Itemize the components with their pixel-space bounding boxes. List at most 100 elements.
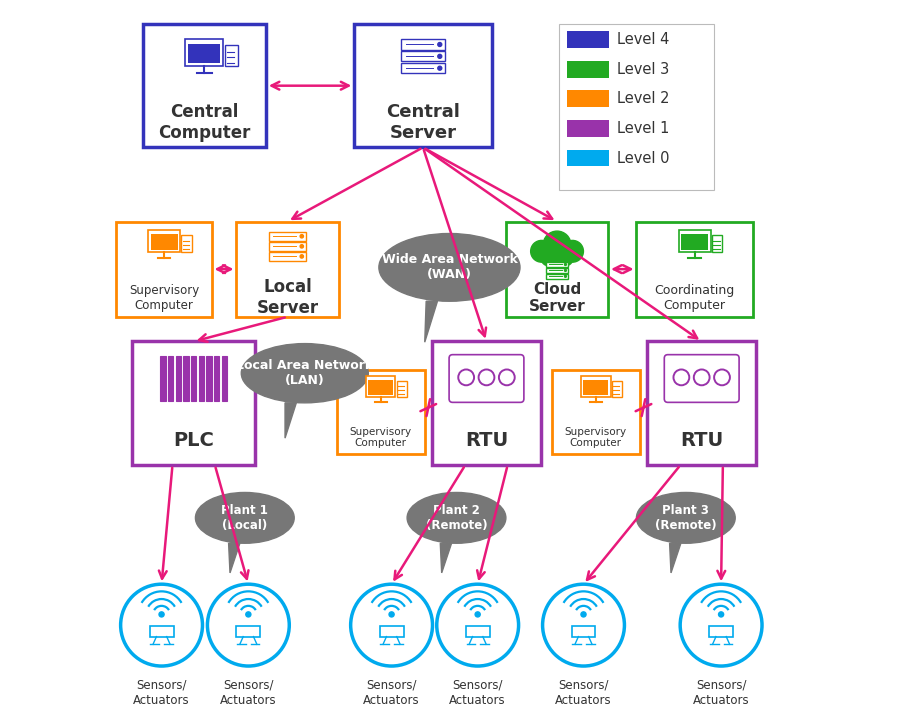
FancyBboxPatch shape [401, 63, 445, 73]
FancyBboxPatch shape [567, 61, 609, 77]
Text: Central
Computer: Central Computer [158, 103, 250, 142]
Text: Supervisory
Computer: Supervisory Computer [350, 427, 412, 448]
FancyBboxPatch shape [222, 356, 227, 402]
FancyBboxPatch shape [380, 626, 404, 637]
FancyBboxPatch shape [206, 356, 212, 402]
FancyBboxPatch shape [214, 356, 219, 402]
Polygon shape [440, 543, 452, 573]
Circle shape [540, 249, 558, 266]
FancyBboxPatch shape [432, 342, 541, 465]
Circle shape [564, 276, 566, 277]
FancyBboxPatch shape [168, 356, 173, 402]
FancyBboxPatch shape [678, 230, 710, 252]
Text: Level 0: Level 0 [616, 150, 669, 165]
FancyBboxPatch shape [546, 262, 568, 267]
FancyBboxPatch shape [647, 342, 756, 465]
FancyBboxPatch shape [567, 120, 609, 137]
Text: Cloud
Server: Cloud Server [529, 281, 585, 314]
FancyBboxPatch shape [116, 221, 212, 316]
FancyBboxPatch shape [368, 380, 394, 395]
Text: Sensors/
Actuators: Sensors/ Actuators [693, 679, 750, 707]
FancyBboxPatch shape [151, 234, 177, 250]
Text: Sensors/
Actuators: Sensors/ Actuators [220, 679, 277, 707]
FancyBboxPatch shape [161, 356, 165, 402]
Ellipse shape [636, 493, 735, 543]
Circle shape [300, 235, 303, 238]
Text: Supervisory
Computer: Supervisory Computer [565, 427, 627, 448]
FancyBboxPatch shape [636, 221, 753, 316]
Polygon shape [285, 403, 297, 438]
FancyBboxPatch shape [269, 252, 306, 261]
FancyBboxPatch shape [269, 242, 306, 251]
Polygon shape [669, 543, 681, 573]
FancyBboxPatch shape [182, 235, 192, 252]
FancyBboxPatch shape [612, 381, 622, 397]
Circle shape [556, 249, 573, 266]
Text: Central
Server: Central Server [386, 103, 460, 142]
FancyBboxPatch shape [188, 44, 220, 63]
Text: Sensors/
Actuators: Sensors/ Actuators [449, 679, 506, 707]
Text: Supervisory
Computer: Supervisory Computer [129, 284, 199, 311]
Text: Local
Server: Local Server [257, 279, 319, 317]
FancyBboxPatch shape [466, 626, 489, 637]
Text: Level 1: Level 1 [616, 121, 669, 136]
Text: Sensors/
Actuators: Sensors/ Actuators [363, 679, 420, 707]
FancyBboxPatch shape [401, 39, 445, 49]
Text: PLC: PLC [173, 431, 215, 450]
Text: RTU: RTU [680, 431, 723, 450]
Text: Sensors/
Actuators: Sensors/ Actuators [133, 679, 190, 707]
Ellipse shape [195, 493, 294, 543]
Circle shape [564, 263, 566, 266]
FancyBboxPatch shape [681, 234, 708, 250]
FancyBboxPatch shape [551, 369, 640, 455]
FancyBboxPatch shape [191, 356, 196, 402]
FancyBboxPatch shape [175, 356, 181, 402]
FancyBboxPatch shape [546, 274, 568, 279]
Circle shape [438, 54, 442, 58]
Circle shape [438, 66, 442, 70]
FancyBboxPatch shape [506, 221, 608, 316]
FancyBboxPatch shape [401, 52, 445, 62]
FancyBboxPatch shape [148, 230, 180, 252]
Ellipse shape [379, 233, 520, 301]
FancyBboxPatch shape [546, 268, 568, 273]
Text: Level 2: Level 2 [616, 91, 669, 106]
FancyBboxPatch shape [199, 356, 204, 402]
Circle shape [159, 612, 164, 617]
FancyBboxPatch shape [712, 235, 722, 252]
Circle shape [530, 241, 552, 262]
Text: Level 3: Level 3 [616, 62, 669, 77]
Circle shape [719, 612, 724, 617]
FancyBboxPatch shape [131, 342, 256, 465]
FancyBboxPatch shape [236, 221, 339, 316]
FancyBboxPatch shape [559, 24, 714, 190]
FancyBboxPatch shape [142, 24, 266, 147]
Circle shape [300, 245, 303, 248]
Polygon shape [228, 543, 240, 573]
FancyBboxPatch shape [150, 626, 173, 637]
FancyBboxPatch shape [185, 39, 224, 66]
FancyBboxPatch shape [567, 150, 609, 167]
FancyBboxPatch shape [581, 377, 611, 397]
Circle shape [561, 241, 583, 262]
FancyBboxPatch shape [236, 626, 260, 637]
FancyBboxPatch shape [583, 380, 608, 395]
Circle shape [438, 42, 442, 47]
Circle shape [564, 269, 566, 271]
Polygon shape [425, 301, 437, 342]
Text: RTU: RTU [465, 431, 509, 450]
Text: Wide Area Network
(WAN): Wide Area Network (WAN) [382, 253, 518, 281]
FancyBboxPatch shape [567, 31, 609, 48]
FancyBboxPatch shape [397, 381, 406, 397]
FancyBboxPatch shape [337, 369, 425, 455]
Ellipse shape [241, 344, 368, 403]
FancyBboxPatch shape [354, 24, 492, 147]
FancyBboxPatch shape [366, 377, 395, 397]
FancyBboxPatch shape [226, 45, 237, 66]
FancyBboxPatch shape [184, 356, 189, 402]
FancyBboxPatch shape [269, 232, 306, 241]
FancyBboxPatch shape [665, 354, 740, 402]
Text: Level 4: Level 4 [616, 32, 669, 47]
Ellipse shape [407, 493, 506, 543]
Circle shape [543, 231, 571, 259]
